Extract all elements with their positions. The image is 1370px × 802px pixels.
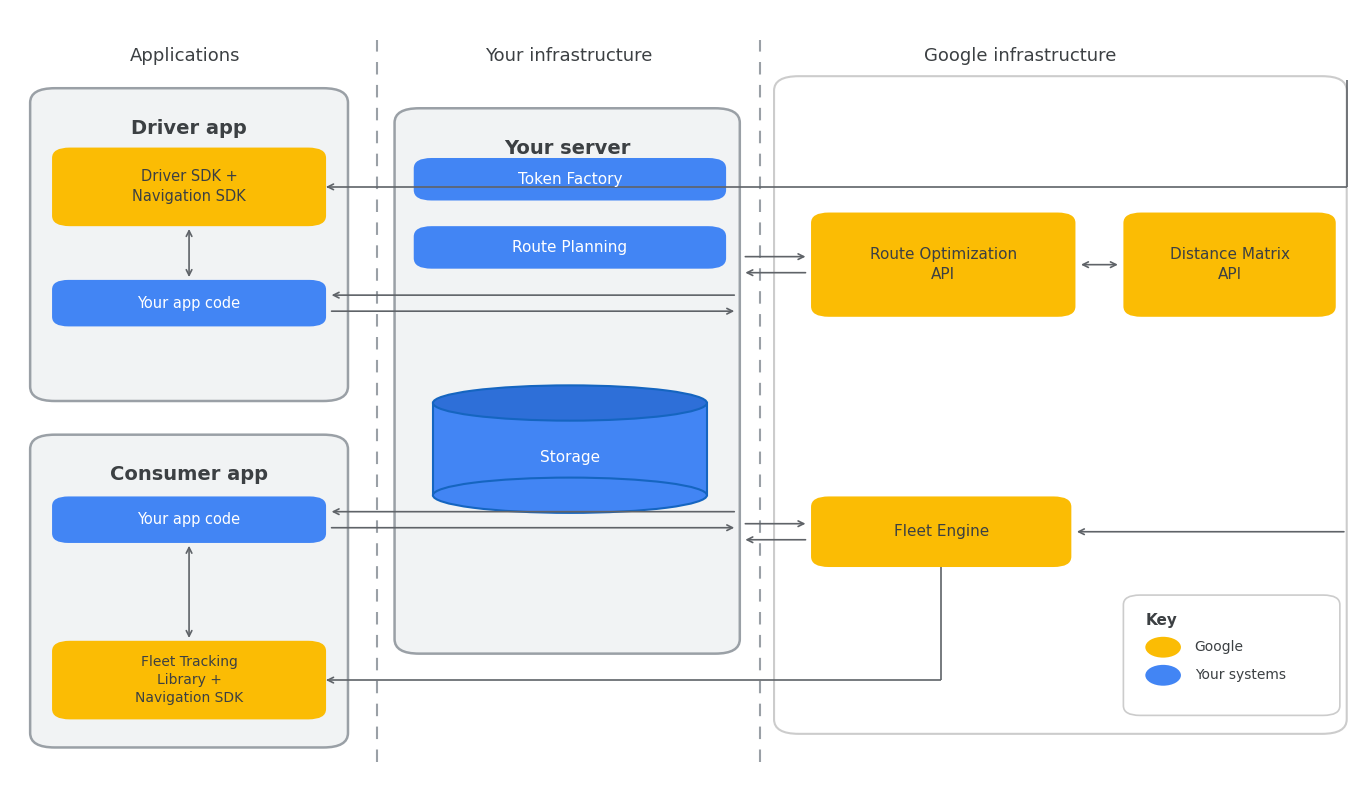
Text: Fleet Tracking
Library +
Navigation SDK: Fleet Tracking Library + Navigation SDK bbox=[136, 655, 242, 705]
FancyBboxPatch shape bbox=[52, 496, 326, 543]
FancyBboxPatch shape bbox=[1123, 595, 1340, 715]
FancyBboxPatch shape bbox=[52, 148, 326, 226]
Bar bbox=[433, 403, 707, 496]
Ellipse shape bbox=[433, 478, 707, 513]
Text: Your server: Your server bbox=[504, 139, 630, 158]
Circle shape bbox=[1145, 665, 1181, 686]
Text: Google infrastructure: Google infrastructure bbox=[925, 47, 1117, 65]
FancyBboxPatch shape bbox=[395, 108, 740, 654]
FancyBboxPatch shape bbox=[414, 158, 726, 200]
FancyBboxPatch shape bbox=[1123, 213, 1336, 317]
FancyBboxPatch shape bbox=[52, 280, 326, 326]
Text: Storage: Storage bbox=[540, 450, 600, 464]
Text: Consumer app: Consumer app bbox=[110, 465, 269, 484]
Text: Distance Matrix
API: Distance Matrix API bbox=[1170, 247, 1289, 282]
FancyBboxPatch shape bbox=[52, 641, 326, 719]
Text: Driver SDK +
Navigation SDK: Driver SDK + Navigation SDK bbox=[132, 169, 247, 205]
Text: Driver app: Driver app bbox=[132, 119, 247, 138]
Text: Fleet Engine: Fleet Engine bbox=[893, 525, 989, 539]
FancyBboxPatch shape bbox=[811, 496, 1071, 567]
Text: Your infrastructure: Your infrastructure bbox=[485, 47, 652, 65]
FancyBboxPatch shape bbox=[414, 226, 726, 269]
Circle shape bbox=[1145, 637, 1181, 658]
FancyBboxPatch shape bbox=[811, 213, 1075, 317]
Ellipse shape bbox=[433, 386, 707, 420]
Text: Key: Key bbox=[1145, 614, 1177, 628]
FancyBboxPatch shape bbox=[30, 88, 348, 401]
Text: Google: Google bbox=[1195, 640, 1244, 654]
Text: Your app code: Your app code bbox=[137, 512, 241, 527]
Text: Your app code: Your app code bbox=[137, 296, 241, 310]
Text: Token Factory: Token Factory bbox=[518, 172, 622, 187]
Text: Applications: Applications bbox=[130, 47, 240, 65]
Text: Route Optimization
API: Route Optimization API bbox=[870, 247, 1017, 282]
FancyBboxPatch shape bbox=[30, 435, 348, 747]
Text: Route Planning: Route Planning bbox=[512, 240, 627, 255]
Text: Your systems: Your systems bbox=[1195, 668, 1285, 683]
